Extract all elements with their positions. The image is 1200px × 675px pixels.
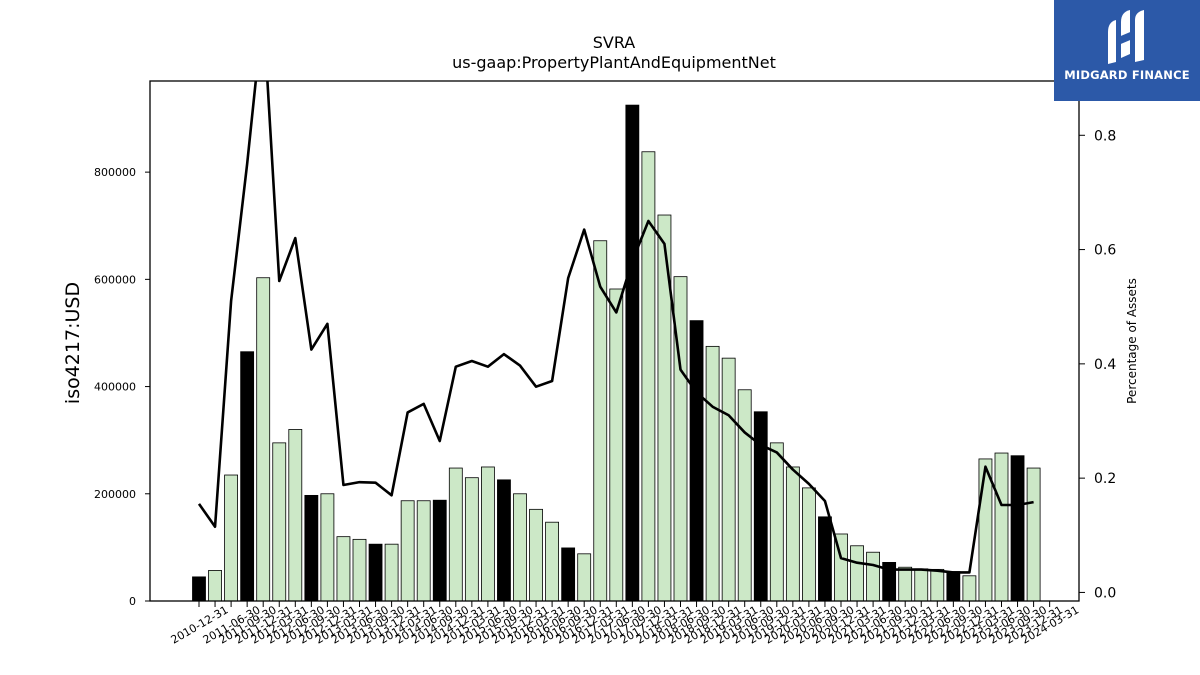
bar — [930, 568, 945, 602]
bar — [480, 466, 495, 602]
chart-subtitle: us-gaap:PropertyPlantAndEquipmentNet — [452, 53, 776, 72]
bar — [641, 151, 656, 602]
percentage-line — [197, 81, 1034, 574]
y2-tick-label: 0.4 — [1094, 357, 1116, 373]
bar — [609, 288, 624, 602]
bar — [272, 442, 287, 602]
bars-layer — [192, 104, 1041, 602]
y-tick-label: 0 — [129, 595, 136, 608]
bar — [320, 493, 335, 602]
bar — [850, 545, 864, 602]
bar — [561, 547, 576, 602]
brand-logo: MIDGARD FINANCE — [1054, 0, 1200, 101]
y2-tick-label: 0.2 — [1094, 471, 1116, 487]
bar — [737, 389, 752, 602]
bar — [304, 494, 319, 602]
y-tick-label: 800000 — [94, 166, 136, 179]
bar — [416, 500, 431, 602]
bar — [769, 442, 784, 602]
y2-tick-label: 0.8 — [1094, 128, 1116, 144]
plot-frame — [149, 80, 1080, 602]
bar — [946, 571, 961, 602]
bar — [352, 538, 367, 602]
x-axis: 2010-12-312011-06-302011-09-302011-12-31… — [169, 601, 1081, 647]
bar — [689, 320, 704, 602]
bar — [224, 474, 239, 602]
brand-name: MIDGARD FINANCE — [1064, 68, 1190, 82]
bar — [994, 452, 1009, 602]
bar — [962, 575, 977, 602]
y2-tick-label: 0.0 — [1094, 585, 1116, 601]
bar — [192, 576, 206, 602]
bar — [400, 500, 415, 602]
bar — [256, 277, 271, 602]
bar — [529, 508, 543, 602]
bar — [785, 466, 800, 602]
bar — [705, 345, 720, 602]
bar — [866, 551, 880, 602]
bar — [721, 357, 736, 602]
y-tick-label: 600000 — [94, 273, 136, 286]
logo-mark-icon — [1108, 10, 1144, 64]
y-axis-label: iso4217:USD — [62, 282, 84, 404]
bar — [625, 104, 640, 602]
y-axis-left: 0 200000 400000 600000 800000 — [94, 166, 150, 608]
bar — [464, 477, 479, 602]
bar — [577, 553, 592, 602]
bar — [802, 487, 816, 602]
y-tick-label: 400000 — [94, 381, 136, 394]
chart-title: SVRA — [593, 33, 636, 52]
y2-axis-label: Percentage of Assets — [1125, 278, 1139, 404]
bar — [368, 543, 383, 602]
line-layer — [197, 81, 1034, 574]
bar — [545, 521, 559, 602]
bar — [497, 479, 511, 602]
bar — [384, 543, 399, 602]
bar — [1010, 455, 1025, 602]
bar — [448, 467, 463, 602]
bar — [336, 536, 351, 602]
bar — [1026, 467, 1041, 602]
bar — [914, 568, 929, 602]
bar — [432, 499, 447, 602]
bar — [240, 351, 255, 602]
bar — [208, 570, 222, 602]
y-tick-label: 200000 — [94, 488, 136, 501]
bar — [818, 516, 832, 602]
bar — [513, 493, 527, 602]
y2-tick-label: 0.6 — [1094, 243, 1116, 259]
bar — [898, 566, 913, 602]
y-axis-right: 0.0 0.2 0.4 0.6 0.8 — [1079, 128, 1116, 601]
bar — [288, 429, 303, 602]
